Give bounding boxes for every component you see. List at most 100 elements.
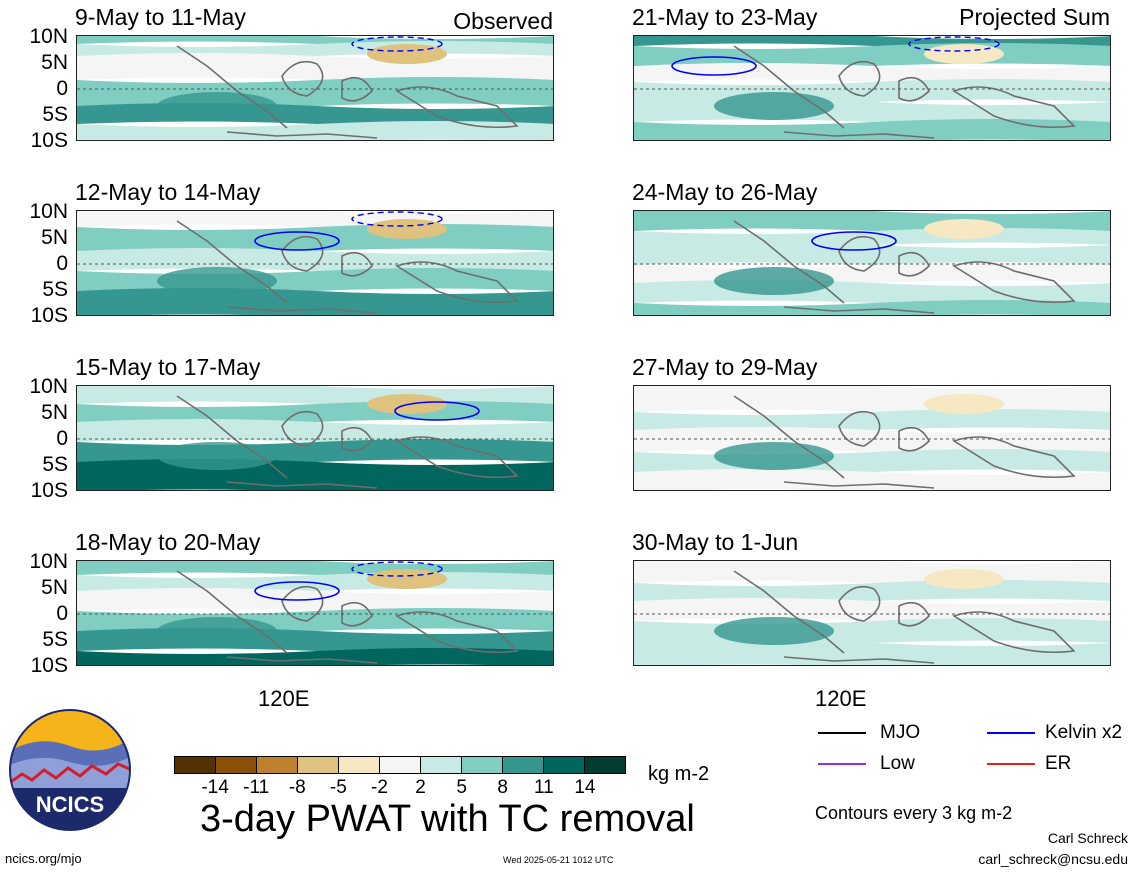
map-panel-1 xyxy=(76,35,554,141)
coastline xyxy=(176,570,519,664)
pwat-anomaly-blob xyxy=(714,92,834,120)
colorbar-tick-label: -2 xyxy=(371,777,388,798)
map-panel-6 xyxy=(633,210,1111,316)
pwat-band xyxy=(77,288,553,315)
pwat-anomaly-blob xyxy=(714,267,834,295)
panel-title: 24-May to 26-May xyxy=(632,179,818,205)
pwat-anomaly-blob xyxy=(924,569,1004,589)
pwat-anomaly-blob xyxy=(367,44,447,64)
lat-label: 0 xyxy=(56,252,68,275)
panel-corner-label: Observed xyxy=(453,8,553,34)
legend-label-mjo: MJO xyxy=(880,722,921,743)
colorbar-swatch xyxy=(257,757,298,773)
map-panel-3 xyxy=(76,385,554,491)
lat-label: 10N xyxy=(29,25,68,48)
pwat-anomaly-blob xyxy=(924,219,1004,239)
lat-label: 10N xyxy=(29,375,68,398)
pwat-anomaly-blob xyxy=(714,617,834,645)
colorbar-tick-label: -14 xyxy=(201,777,229,798)
panel-title: 21-May to 23-May xyxy=(632,4,818,30)
kelvin-contour-negative xyxy=(908,36,1000,52)
lat-label: 5S xyxy=(42,628,68,651)
lat-label: 0 xyxy=(56,77,68,100)
pwat-band xyxy=(634,640,1110,665)
colorbar-swatch xyxy=(462,757,503,773)
panel-title: 30-May to 1-Jun xyxy=(632,529,799,555)
legend-swatch-kelvin xyxy=(987,732,1035,734)
legend-swatch-low xyxy=(818,763,866,765)
pwat-anomaly-blob xyxy=(157,92,277,120)
lat-label: 10S xyxy=(30,304,68,327)
lat-label: 5S xyxy=(42,278,68,301)
coastline xyxy=(733,395,1076,489)
lat-label: 5S xyxy=(42,453,68,476)
colorbar-tick-label: 5 xyxy=(456,777,467,798)
pwat-band xyxy=(77,648,553,665)
map-panel-5 xyxy=(633,35,1111,141)
pwat-band xyxy=(77,248,553,274)
map-panel-2 xyxy=(76,210,554,316)
pwat-anomaly-blob xyxy=(157,617,277,645)
x-tick-label: 120E xyxy=(258,686,310,711)
lat-label: 10S xyxy=(30,654,68,677)
colorbar-tick-label: -8 xyxy=(288,777,306,798)
ncics-logo: NCICS xyxy=(9,709,131,831)
pwat-band xyxy=(77,588,553,614)
pwat-band xyxy=(634,300,1110,315)
pwat-band xyxy=(634,119,1110,140)
panel-title: 27-May to 29-May xyxy=(632,354,818,380)
map-field xyxy=(634,36,1110,140)
pwat-band xyxy=(634,598,1110,624)
map-field xyxy=(634,211,1110,315)
site-link[interactable]: ncics.org/mjo xyxy=(5,851,82,866)
colorbar-tick-label: -5 xyxy=(329,777,347,798)
map-field xyxy=(634,561,1110,665)
x-tick-label: 120E xyxy=(815,686,867,711)
panel-corner-label: Projected Sum xyxy=(959,4,1110,30)
colorbar-swatch xyxy=(503,757,544,773)
panel-title: 18-May to 20-May xyxy=(75,529,261,555)
lat-label: 5N xyxy=(41,576,68,599)
kelvin-contour xyxy=(811,231,897,251)
lat-label: 5N xyxy=(41,226,68,249)
map-panel-7 xyxy=(633,385,1111,491)
lat-label: 0 xyxy=(56,427,68,450)
pwat-band xyxy=(77,121,553,140)
kelvin-contour-negative xyxy=(351,561,443,577)
lat-label: 10N xyxy=(29,550,68,573)
kelvin-contour-negative xyxy=(351,211,443,227)
pwat-band xyxy=(77,459,553,490)
colorbar-tick-label: 14 xyxy=(574,777,596,798)
coastline xyxy=(176,45,519,139)
lat-label: 5N xyxy=(41,51,68,74)
colorbar xyxy=(174,756,626,774)
colorbar-swatch xyxy=(339,757,380,773)
kelvin-contour xyxy=(671,56,757,76)
legend-label-er: ER xyxy=(1045,753,1072,774)
colorbar-tick-label: 8 xyxy=(497,777,509,798)
map-field xyxy=(77,36,553,140)
contour-note: Contours every 3 kg m-2 xyxy=(815,803,1013,823)
legend-swatch-mjo xyxy=(818,732,866,734)
map-panel-4 xyxy=(76,560,554,666)
colorbar-swatch xyxy=(544,757,585,773)
panel-title: 9-May to 11-May xyxy=(75,4,246,30)
kelvin-contour xyxy=(254,231,340,251)
colorbar-swatch xyxy=(380,757,421,773)
kelvin-contour-negative xyxy=(351,36,443,52)
pwat-anomaly-blob xyxy=(157,442,277,470)
author-email[interactable]: carl_schreck@ncsu.edu xyxy=(978,851,1128,867)
coastline xyxy=(733,220,1076,314)
lat-label: 5N xyxy=(41,401,68,424)
map-field xyxy=(77,386,553,490)
logo-text: NCICS xyxy=(36,792,104,817)
pwat-anomaly-blob xyxy=(367,219,447,239)
pwat-anomaly-blob xyxy=(157,267,277,295)
map-field xyxy=(77,561,553,665)
colorbar-swatch xyxy=(216,757,257,773)
author: Carl Schreck xyxy=(1047,830,1128,846)
coastline xyxy=(176,220,519,314)
colorbar-tick-label: 2 xyxy=(415,777,426,798)
kelvin-contour xyxy=(394,401,480,421)
colorbar-swatch xyxy=(585,757,625,773)
